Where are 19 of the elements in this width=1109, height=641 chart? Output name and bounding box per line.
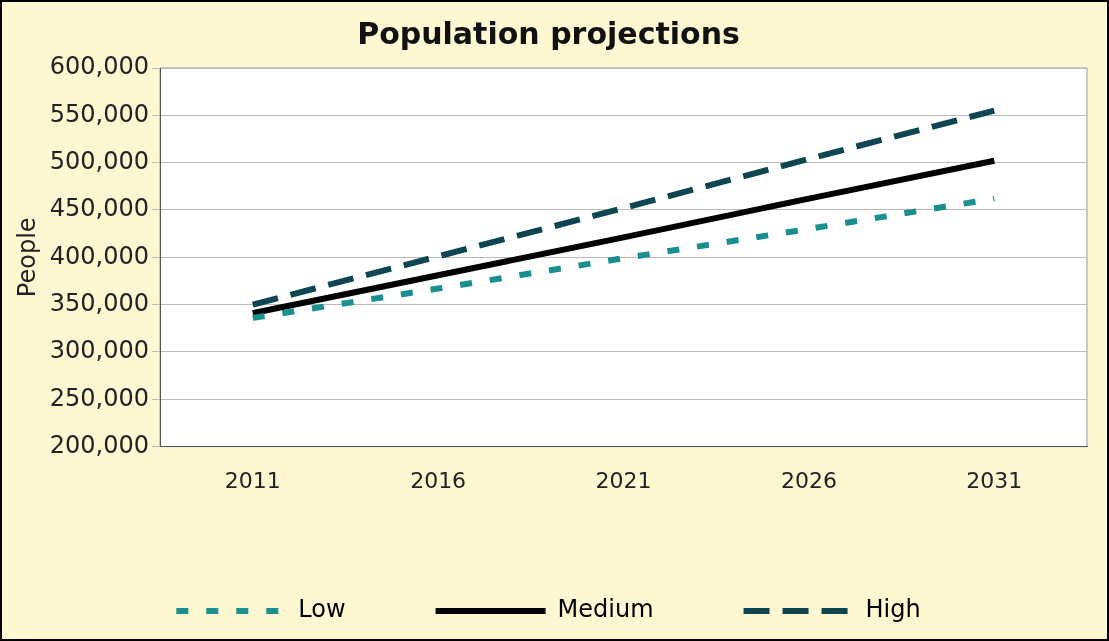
chart-title: Population projections [357,15,740,51]
x-tick-label: 2026 [780,467,837,493]
y-tick-label: 300,000 [49,336,150,365]
legend-label: Low [298,595,346,624]
y-tick-label: 250,000 [49,383,150,412]
x-tick-label: 2011 [224,467,281,493]
y-tick-label: 500,000 [49,146,150,175]
x-tick-label: 2016 [410,467,467,493]
legend-label: High [865,595,921,624]
y-tick-label: 450,000 [49,194,150,223]
y-tick-label: 600,000 [49,52,150,81]
x-tick-label: 2021 [595,467,652,493]
y-tick-label: 200,000 [49,430,150,459]
y-axis-title: People [12,217,41,298]
legend-label: Medium [557,595,654,624]
y-tick-label: 400,000 [49,241,150,270]
y-tick-label: 350,000 [49,288,150,317]
y-tick-label: 550,000 [49,99,150,128]
x-tick-label: 2031 [966,467,1023,493]
